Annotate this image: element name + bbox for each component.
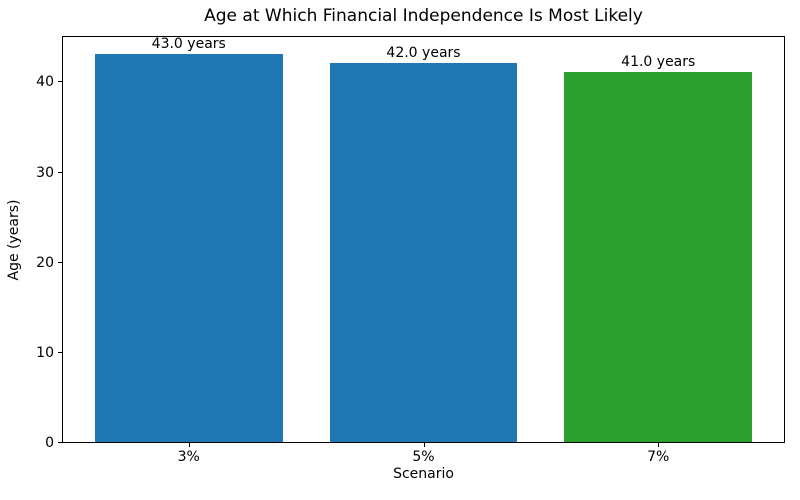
chart-title: Age at Which Financial Independence Is M… xyxy=(204,6,643,26)
x-axis-label: Scenario xyxy=(393,466,454,482)
y-tick-mark xyxy=(58,171,62,173)
y-axis-label: Age (years) xyxy=(6,199,22,281)
bar-value-label: 43.0 years xyxy=(151,36,226,53)
y-tick-label: 30 xyxy=(36,164,54,181)
y-tick-mark xyxy=(58,261,62,263)
x-tick-mark xyxy=(423,443,425,447)
bar-3% xyxy=(94,54,283,442)
y-tick-label: 40 xyxy=(36,74,54,91)
plot-area: 43.0 years 42.0 years 41.0 years xyxy=(62,36,785,443)
x-tick-label: 7% xyxy=(647,449,670,465)
bar-7% xyxy=(564,72,753,442)
y-tick-mark xyxy=(58,442,62,443)
y-tick-label: 0 xyxy=(45,435,54,451)
bar-value-label: 41.0 years xyxy=(621,54,696,71)
y-tick-label: 20 xyxy=(36,254,54,271)
y-tick-mark xyxy=(58,351,62,353)
y-tick-mark xyxy=(58,81,62,83)
y-tick-label: 10 xyxy=(36,344,54,361)
x-tick-mark xyxy=(188,443,190,447)
x-tick-label: 3% xyxy=(177,449,200,465)
bar-5% xyxy=(329,63,518,442)
x-tick-mark xyxy=(658,443,660,447)
bar-value-label: 42.0 years xyxy=(386,45,461,62)
x-tick-label: 5% xyxy=(412,449,435,465)
